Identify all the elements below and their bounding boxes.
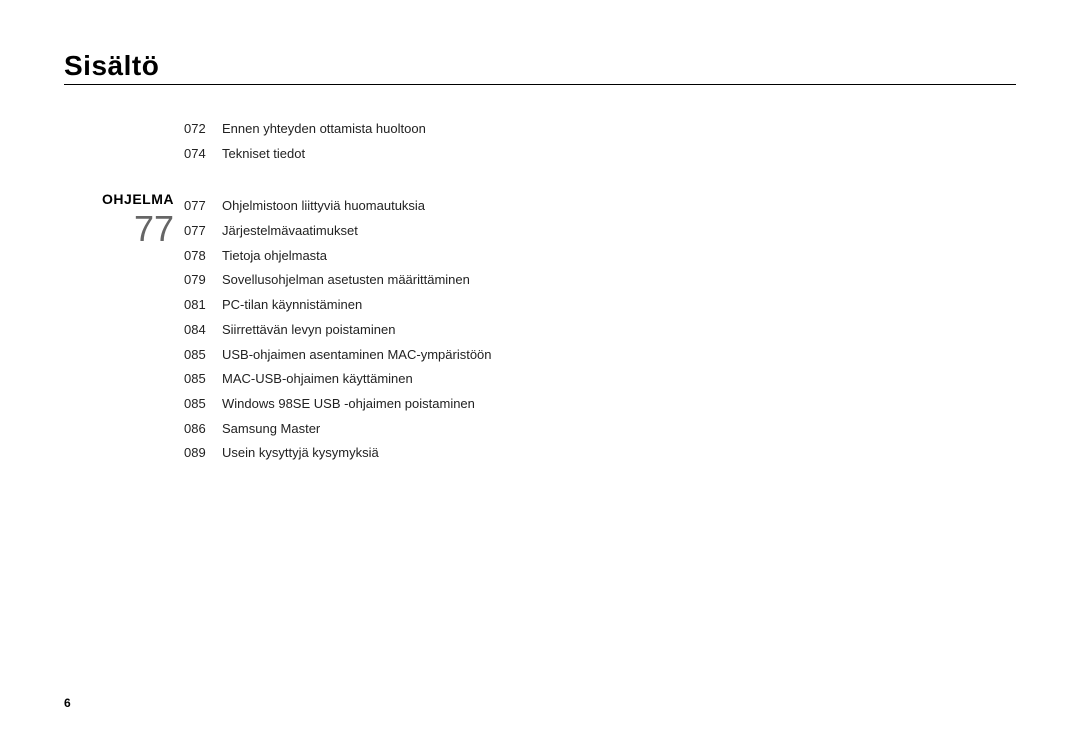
toc-page-number: 078 <box>182 244 222 269</box>
toc-page-number: 079 <box>182 268 222 293</box>
toc-entry-text: Siirrettävän levyn poistaminen <box>222 318 1016 343</box>
toc-page-number: 072 <box>182 117 222 142</box>
toc-row: 072 Ennen yhteyden ottamista huoltoon <box>182 117 1016 142</box>
section-label: OHJELMA <box>84 191 174 207</box>
toc-page-number: 074 <box>182 142 222 167</box>
toc-entry-text: PC-tilan käynnistäminen <box>222 293 1016 318</box>
toc-entries-column: 072 Ennen yhteyden ottamista huoltoon 07… <box>182 117 1016 494</box>
toc-row: 084 Siirrettävän levyn poistaminen <box>182 318 1016 343</box>
toc-entry-text: Usein kysyttyjä kysymyksiä <box>222 441 1016 466</box>
toc-row: 074 Tekniset tiedot <box>182 142 1016 167</box>
section-number: 77 <box>84 211 174 247</box>
toc-entry-text: Sovellusohjelman asetusten määrittäminen <box>222 268 1016 293</box>
toc-entry-text: Tekniset tiedot <box>222 142 1016 167</box>
toc-entry-text: Ennen yhteyden ottamista huoltoon <box>222 117 1016 142</box>
page-title: Sisältö <box>64 50 1016 82</box>
toc-page-number: 081 <box>182 293 222 318</box>
toc-entry-text: Järjestelmävaatimukset <box>222 219 1016 244</box>
toc-pre-block: 072 Ennen yhteyden ottamista huoltoon 07… <box>182 117 1016 166</box>
toc-entry-text: Samsung Master <box>222 417 1016 442</box>
toc-row: 079 Sovellusohjelman asetusten määrittäm… <box>182 268 1016 293</box>
toc-row: 078 Tietoja ohjelmasta <box>182 244 1016 269</box>
toc-section-block: 077 Ohjelmistoon liittyviä huomautuksia … <box>182 194 1016 466</box>
toc-content: OHJELMA 77 072 Ennen yhteyden ottamista … <box>64 117 1016 494</box>
toc-row: 089 Usein kysyttyjä kysymyksiä <box>182 441 1016 466</box>
toc-row: 077 Ohjelmistoon liittyviä huomautuksia <box>182 194 1016 219</box>
toc-entry-text: Windows 98SE USB -ohjaimen poistaminen <box>222 392 1016 417</box>
toc-page-number: 089 <box>182 441 222 466</box>
toc-row: 085 Windows 98SE USB -ohjaimen poistamin… <box>182 392 1016 417</box>
footer-page-number: 6 <box>64 696 71 710</box>
toc-row: 086 Samsung Master <box>182 417 1016 442</box>
toc-page-number: 077 <box>182 219 222 244</box>
toc-entry-text: Ohjelmistoon liittyviä huomautuksia <box>222 194 1016 219</box>
title-rule: Sisältö <box>64 50 1016 85</box>
toc-page-number: 085 <box>182 367 222 392</box>
toc-entry-text: USB-ohjaimen asentaminen MAC-ympäristöön <box>222 343 1016 368</box>
toc-row: 085 USB-ohjaimen asentaminen MAC-ympäris… <box>182 343 1016 368</box>
document-page: Sisältö OHJELMA 77 072 Ennen yhteyden ot… <box>0 0 1080 746</box>
toc-entry-text: Tietoja ohjelmasta <box>222 244 1016 269</box>
toc-page-number: 085 <box>182 343 222 368</box>
toc-row: 081 PC-tilan käynnistäminen <box>182 293 1016 318</box>
toc-row: 085 MAC-USB-ohjaimen käyttäminen <box>182 367 1016 392</box>
toc-page-number: 077 <box>182 194 222 219</box>
toc-page-number: 085 <box>182 392 222 417</box>
toc-entry-text: MAC-USB-ohjaimen käyttäminen <box>222 367 1016 392</box>
toc-page-number: 086 <box>182 417 222 442</box>
section-header-column: OHJELMA 77 <box>84 117 182 494</box>
toc-row: 077 Järjestelmävaatimukset <box>182 219 1016 244</box>
toc-page-number: 084 <box>182 318 222 343</box>
